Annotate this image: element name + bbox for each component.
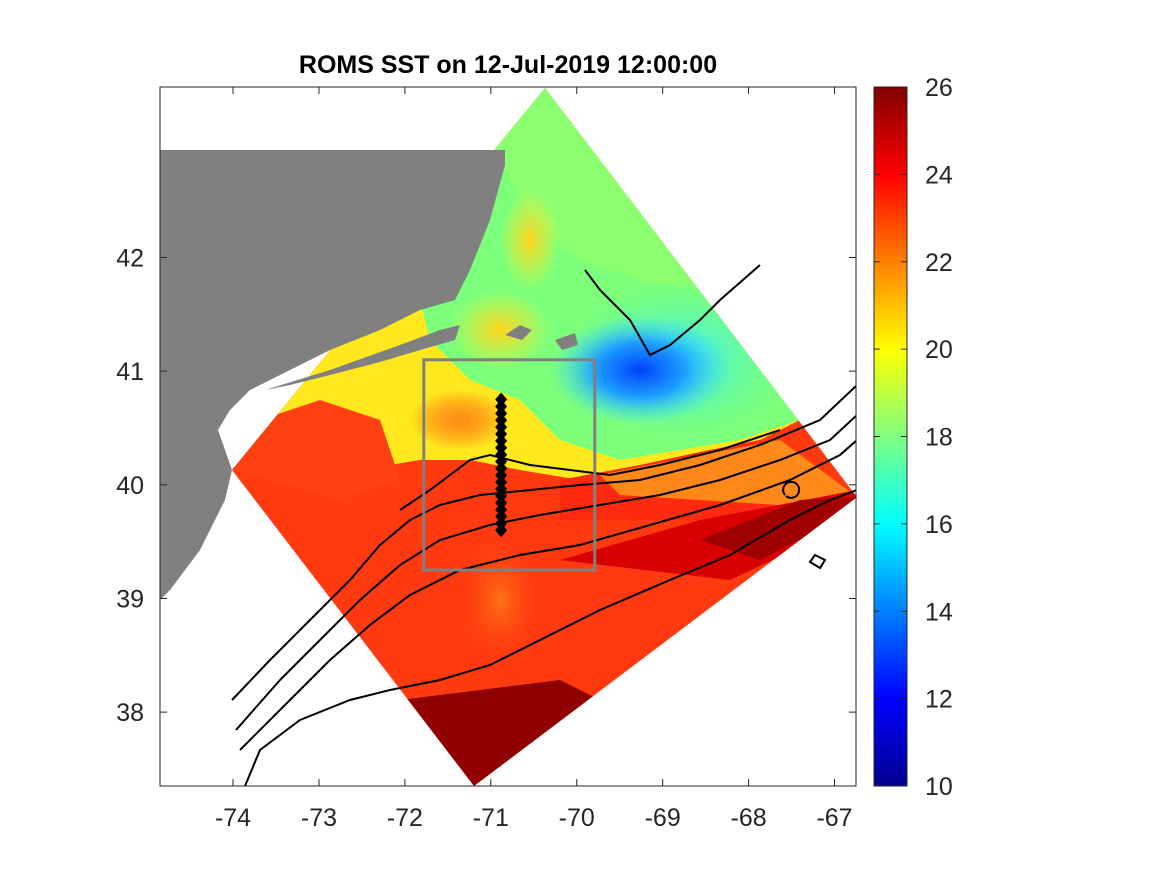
y-axis: 38 39 40 41 42	[116, 244, 856, 727]
x-tick-label: -74	[215, 804, 251, 832]
isobath-contour	[239, 439, 856, 751]
x-tick-label: -67	[816, 804, 852, 832]
y-tick-label: 38	[116, 699, 144, 727]
axes-frame	[159, 86, 857, 787]
colorbar-tick-label: 12	[925, 686, 953, 714]
isobath-contour	[399, 429, 781, 511]
isobath-contour	[235, 414, 856, 731]
x-tick-label: -72	[387, 804, 423, 832]
colorbar-tick-label: 24	[925, 161, 953, 189]
bathymetry-contours	[231, 264, 856, 786]
y-tick-label: 39	[116, 585, 144, 613]
y-tick-label: 41	[116, 358, 144, 386]
x-axis: -74 -73 -72 -71 -70 -69 -68 -67	[215, 87, 853, 832]
isobath-contour	[808, 553, 827, 570]
transect-marker	[495, 392, 508, 407]
x-tick-label: -71	[473, 804, 509, 832]
isobath-contour	[584, 264, 761, 357]
isobath-contour	[244, 489, 856, 786]
x-tick-label: -70	[559, 804, 595, 832]
colorbar-tick-label: 22	[925, 249, 953, 277]
colorbar-tick-label: 10	[925, 773, 953, 801]
x-tick-label: -68	[731, 804, 767, 832]
colorbar-tick-label: 26	[925, 74, 953, 102]
land-mass	[160, 150, 505, 600]
y-tick-label: 42	[116, 244, 144, 272]
selection-box	[422, 358, 597, 572]
long-island	[265, 325, 460, 390]
colorbar-tick-label: 18	[925, 424, 953, 452]
isobath-contour	[782, 480, 801, 499]
land	[160, 150, 578, 600]
isobath-contour	[231, 384, 856, 701]
colorbar-tick-label: 20	[925, 336, 953, 364]
island	[555, 333, 578, 350]
island	[505, 325, 532, 340]
figure-title: ROMS SST on 12-Jul-2019 12:00:00	[299, 51, 717, 79]
y-tick-label: 40	[116, 472, 144, 500]
colorbar-tick-label: 14	[925, 598, 953, 626]
x-tick-label: -69	[645, 804, 681, 832]
colorbar-axis: 10 12 14 16 18 20 22 24 26	[874, 74, 953, 801]
colorbar-tick-label: 16	[925, 511, 953, 539]
transect-markers	[495, 392, 508, 538]
x-tick-label: -73	[301, 804, 337, 832]
